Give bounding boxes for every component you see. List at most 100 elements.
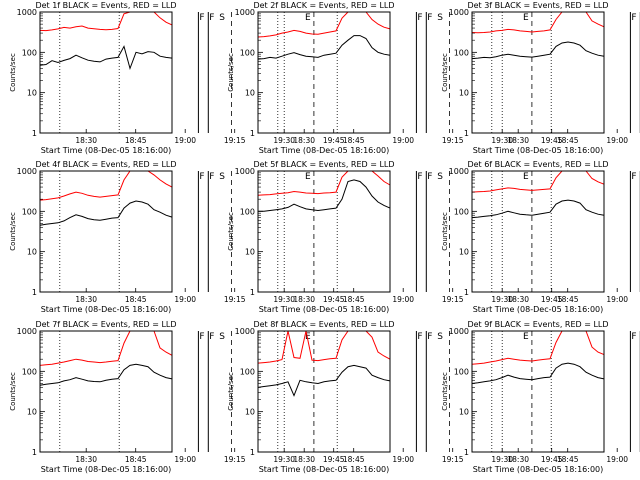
y-axis-label: Counts/sec [9,212,17,251]
plot-frame [471,170,605,293]
x-tick-label: 19:30 [273,136,295,145]
x-tick-label: 19:15 [442,136,464,145]
y-tick-label: 10 [245,89,255,98]
panel-title: Det 3f BLACK = Events, RED = LLD [467,1,608,10]
x-axis-label: Start Time (08-Dec-05 18:16:00) [41,465,172,474]
panel-title: Det 6f BLACK = Events, RED = LLD [467,160,608,169]
y-tick-label: 1000 [449,8,469,17]
marker-label: F [417,172,422,182]
series-events-line [39,363,173,386]
x-axis-label: Start Time (08-Dec-05 18:16:00) [473,305,604,314]
x-tick-label: 19:15 [442,295,464,304]
y-tick-label: 1000 [235,8,255,17]
x-tick-label: 19:00 [606,295,628,304]
x-tick-label: 18:45 [343,455,365,464]
y-tick-label: 1000 [17,327,37,336]
y-tick-label: 10 [245,408,255,417]
x-tick-label: 19:30 [491,136,513,145]
y-tick-label: 1000 [449,327,469,336]
marker-label: F [209,332,214,342]
marker-label: F [427,172,432,182]
x-tick-label: 19:45 [541,455,563,464]
y-axis-label: Counts/sec [9,53,17,92]
plot-frame [257,11,391,134]
marker-label: S [437,172,443,182]
y-tick-label: 100 [240,367,255,376]
x-tick-label: 19:00 [174,455,196,464]
series-events-line [257,364,391,397]
y-tick-label: 10 [459,408,469,417]
x-tick-label: 18:45 [557,455,579,464]
marker-label: F [631,13,636,23]
y-tick-label: 100 [454,48,469,57]
y-tick-label: 100 [22,48,37,57]
x-tick-label: 19:30 [491,455,513,464]
panel-title: Det 5f BLACK = Events, RED = LLD [253,160,394,169]
marker-label: F [209,13,214,23]
y-tick-label: 100 [454,367,469,376]
y-axis-label: Counts/sec [227,372,235,411]
plot-frame [257,330,391,453]
x-tick-label: 18:30 [293,455,315,464]
y-tick-label: 1 [32,129,37,138]
marker-label: F [199,172,204,182]
y-tick-label: 1000 [449,167,469,176]
x-tick-label: 19:30 [273,455,295,464]
x-tick-label: 18:30 [75,295,97,304]
panel-det-3: Det 3f BLACK = Events, RED = LLDFFSE1101… [441,1,640,155]
panel-det-9: Det 9f BLACK = Events, RED = LLDFFSE1101… [441,320,640,474]
marker-label: E [305,332,311,342]
x-axis-label: Start Time (08-Dec-05 18:16:00) [473,146,604,155]
y-tick-label: 100 [22,367,37,376]
panel-title: Det 1f BLACK = Events, RED = LLD [35,1,176,10]
x-tick-label: 18:30 [507,455,529,464]
x-tick-label: 18:45 [125,455,147,464]
x-tick-label: 19:30 [273,295,295,304]
y-tick-label: 10 [27,89,37,98]
marker-label: F [417,332,422,342]
marker-label: E [523,13,529,23]
x-tick-label: 19:00 [392,295,414,304]
y-tick-label: 100 [22,207,37,216]
x-axis-label: Start Time (08-Dec-05 18:16:00) [41,305,172,314]
x-tick-label: 19:00 [174,136,196,145]
y-tick-label: 10 [245,248,255,257]
y-tick-label: 1 [250,448,255,457]
x-tick-label: 19:15 [224,136,246,145]
x-tick-label: 19:30 [491,295,513,304]
marker-label: S [219,13,225,23]
x-tick-label: 18:30 [507,295,529,304]
y-tick-label: 10 [27,248,37,257]
y-axis-label: Counts/sec [441,372,449,411]
x-tick-label: 19:15 [224,295,246,304]
x-axis-label: Start Time (08-Dec-05 18:16:00) [259,305,390,314]
y-tick-label: 1000 [17,8,37,17]
x-tick-label: 19:00 [606,455,628,464]
y-tick-label: 10 [459,248,469,257]
marker-label: F [427,332,432,342]
marker-label: E [305,172,311,182]
x-tick-label: 18:45 [343,136,365,145]
y-tick-label: 10 [27,408,37,417]
x-axis-label: Start Time (08-Dec-05 18:16:00) [41,146,172,155]
x-tick-label: 19:45 [323,295,345,304]
x-tick-label: 19:00 [392,455,414,464]
plot-frame [471,330,605,453]
x-tick-label: 18:45 [125,136,147,145]
y-tick-label: 1 [250,129,255,138]
x-tick-label: 19:00 [392,136,414,145]
marker-label: F [199,332,204,342]
panel-det-6: Det 6f BLACK = Events, RED = LLDFFSE1101… [441,160,640,314]
x-tick-label: 19:00 [606,136,628,145]
marker-label: F [199,13,204,23]
y-axis-label: Counts/sec [441,53,449,92]
series-events-line [471,199,605,219]
x-tick-label: 18:30 [293,295,315,304]
x-axis-label: Start Time (08-Dec-05 18:16:00) [473,465,604,474]
panel-title: Det 9f BLACK = Events, RED = LLD [467,320,608,329]
y-tick-label: 1 [464,288,469,297]
